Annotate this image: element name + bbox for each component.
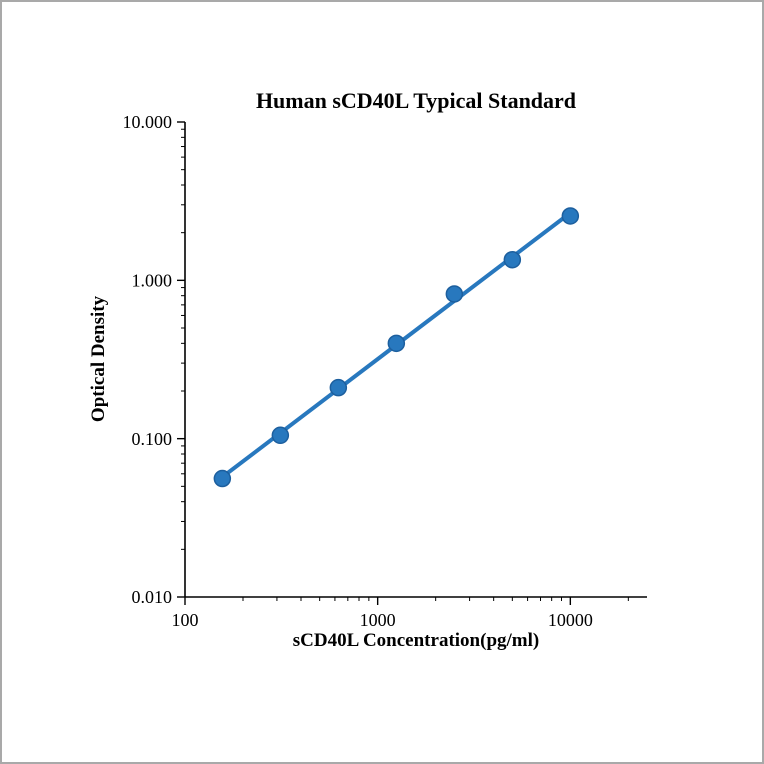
x-tick-label: 10000	[548, 610, 593, 630]
y-tick-label: 0.100	[132, 429, 173, 449]
data-point	[445, 285, 464, 303]
data-point	[213, 469, 232, 488]
x-axis-label: sCD40L Concentration(pg/ml)	[292, 630, 540, 651]
data-point	[329, 378, 348, 397]
data-point	[503, 250, 522, 269]
data-point	[387, 334, 406, 353]
x-tick-label: 100	[172, 610, 199, 630]
data-point	[561, 207, 580, 225]
y-tick-label: 10.000	[123, 112, 173, 132]
y-tick-label: 1.000	[132, 270, 173, 290]
y-tick-label: 0.010	[132, 587, 173, 607]
chart-title: Human sCD40L Typical Standard	[255, 88, 577, 113]
x-tick-label: 1000	[360, 610, 396, 630]
data-point	[271, 426, 290, 445]
